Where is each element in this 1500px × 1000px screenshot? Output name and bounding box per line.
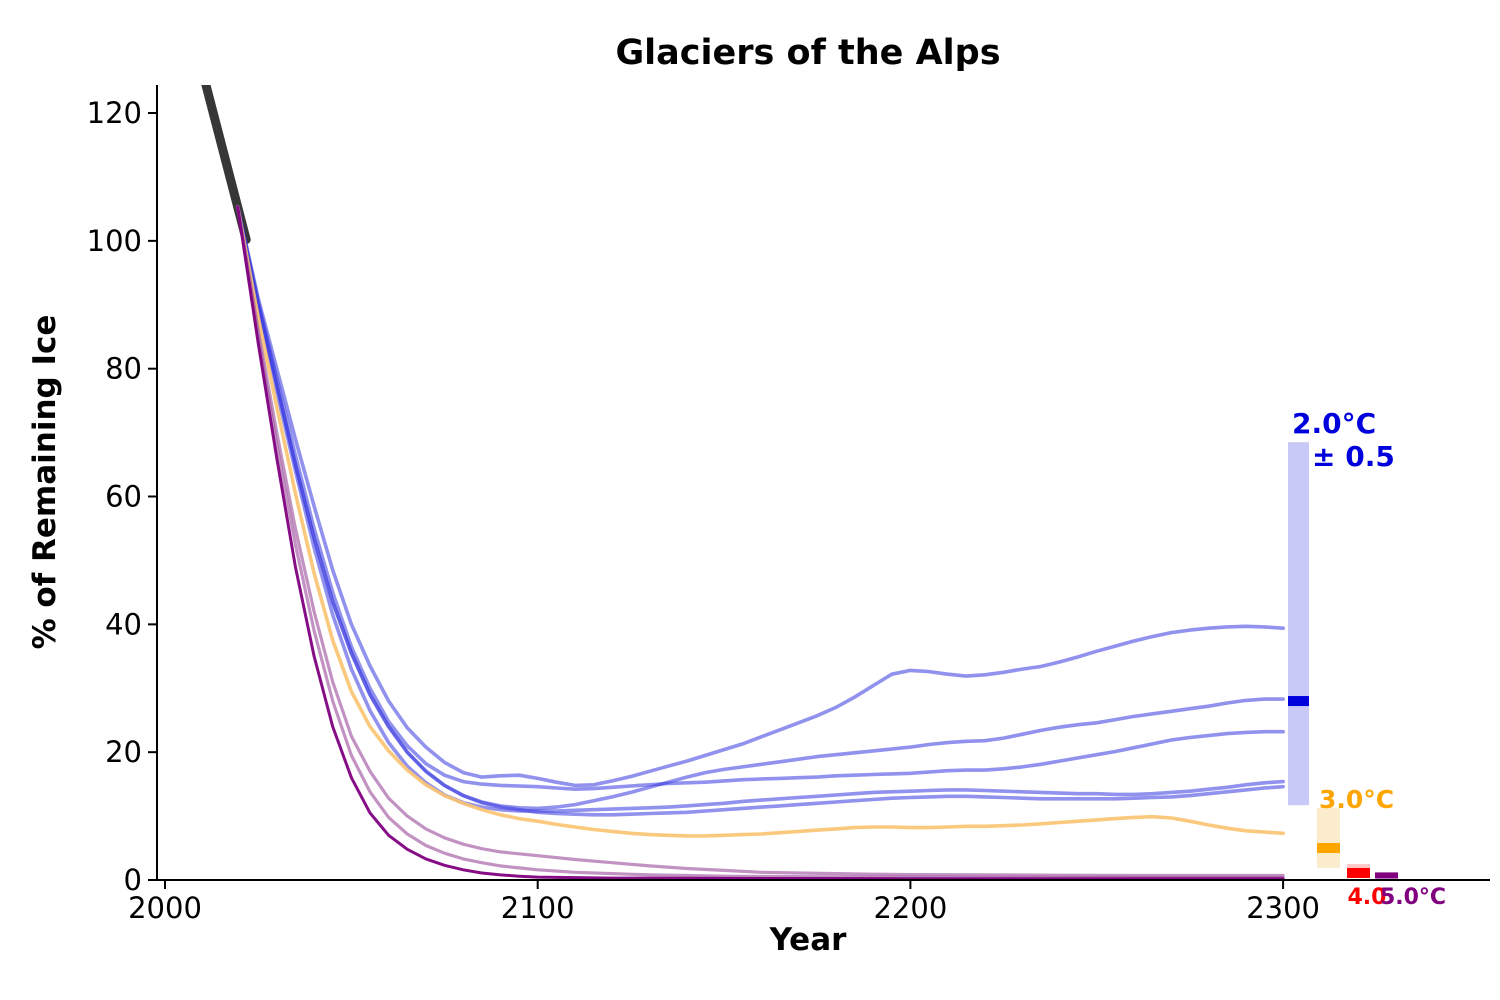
annotation-label-t40: 4.0 [1348,885,1387,910]
series-line-pink_b [236,205,1285,879]
x-tick-label: 2300 [1246,891,1320,925]
chart-title: Glaciers of the Alps [615,33,1000,73]
annotation-median-t20 [1288,696,1309,707]
annotation-median-t50 [1375,872,1398,879]
annotation-band-t30 [1317,807,1340,868]
series-line-pink_a [236,205,1285,878]
scenario-annotations: 2.0°C± 0.5 3.0°C 4.05.0°C [1288,407,1446,910]
y-axis-label: % of Remaining Ice [27,315,63,650]
annotation-label-t30: 3.0°C [1319,785,1394,814]
series-line-blue_b [235,205,1285,811]
axes-spines [156,85,1490,881]
y-tick-label: 40 [105,607,142,641]
y-tick-label: 120 [87,96,142,130]
series-line-blue_c [235,205,1285,791]
series-line-blue_e [235,205,1285,817]
x-tick-label: 2100 [501,891,575,925]
annotation-band-t20 [1288,442,1309,806]
annotation-label-t50: 5.0°C [1380,885,1446,910]
y-tick-label: 20 [105,735,142,769]
x-axis-label: Year [769,922,848,958]
series-line-blue_d [235,205,1285,813]
series-lines [201,85,1285,880]
x-ticks: 2000 2100 2200 2300 [128,880,1320,925]
y-tick-label: 0 [124,863,142,897]
x-tick-label: 2200 [873,891,947,925]
series-line-purple_5 [236,205,1285,880]
annotation-median-t40 [1347,867,1370,878]
annotation-sublabel-t20: ± 0.5 [1312,440,1395,473]
y-tick-label: 60 [105,480,142,514]
series-line-orange_3 [235,205,1285,838]
y-tick-label: 80 [105,352,142,386]
y-ticks: 0 20 40 60 80 100 120 [87,96,157,897]
annotation-median-t30 [1317,843,1340,854]
x-tick-label: 2000 [128,891,202,925]
series-line-blue_a [235,205,1285,788]
y-tick-label: 100 [87,224,142,258]
annotation-label-t20: 2.0°C [1292,407,1376,440]
